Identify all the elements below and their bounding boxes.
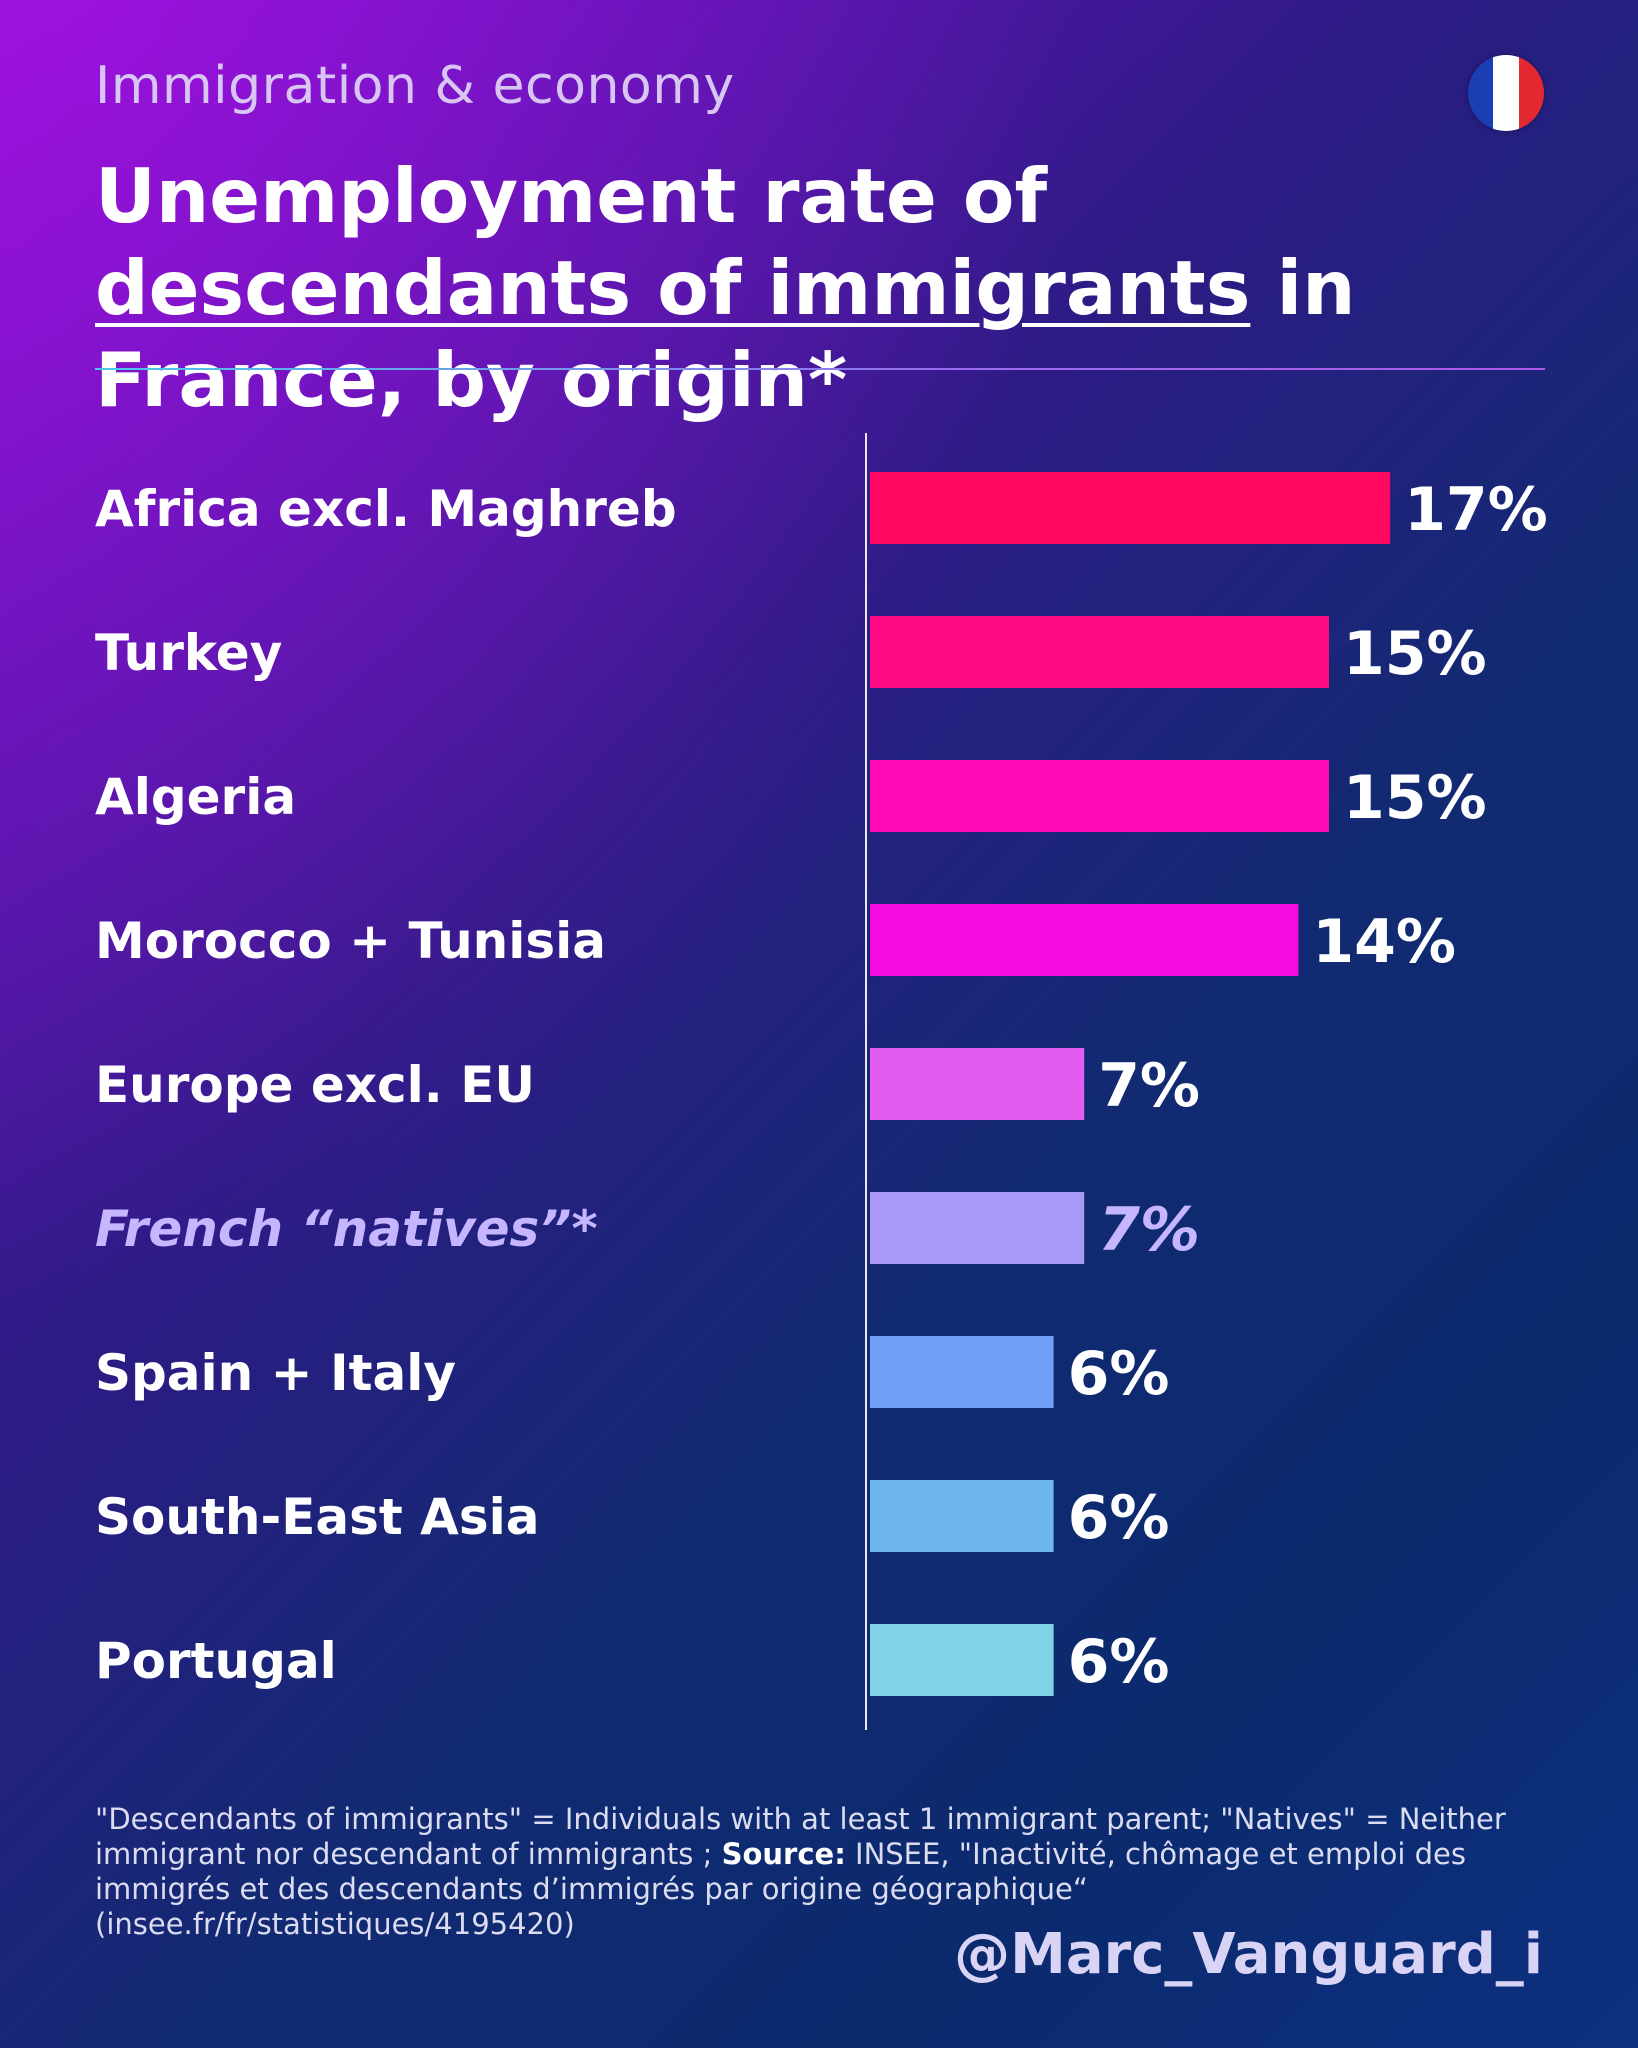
category-label: Algeria: [95, 768, 296, 826]
category-label: Spain + Italy: [95, 1344, 456, 1402]
category-label: South-East Asia: [95, 1488, 540, 1546]
title-part-2: in France, by origin*: [95, 244, 1356, 424]
source-text: INSEE, "Inactivité, chômage et emploi de…: [95, 1837, 1466, 1941]
category-label: Morocco + Tunisia: [95, 912, 606, 970]
value-label: 6%: [1068, 1627, 1170, 1697]
category-label: Portugal: [95, 1632, 337, 1690]
value-label: 6%: [1068, 1339, 1170, 1409]
title-underlined: descendants of immigrants: [95, 244, 1251, 332]
bar: [870, 1480, 1054, 1552]
title-part-1: Unemployment rate of: [95, 152, 1048, 240]
value-label: 15%: [1343, 619, 1487, 689]
category-label: Europe excl. EU: [95, 1056, 535, 1114]
footnote: "Descendants of immigrants" = Individual…: [95, 1802, 1555, 1942]
value-label: 17%: [1404, 475, 1548, 545]
bar-chart: Africa excl. Maghreb 17% Turkey 15% Algeria 1…: [95, 433, 1548, 1730]
bar: [870, 1624, 1054, 1696]
bar: [870, 904, 1299, 976]
value-label: 6%: [1068, 1483, 1170, 1553]
value-label: 7%: [1098, 1195, 1200, 1265]
footnote-definition: "Descendants of immigrants" = Individual…: [95, 1802, 1506, 1871]
category-label: French “natives”*: [95, 1200, 598, 1258]
bar: [870, 472, 1391, 544]
bar: [870, 1192, 1085, 1264]
category-label: Africa excl. Maghreb: [95, 480, 677, 538]
value-label: 15%: [1343, 763, 1487, 833]
topic-label: Immigration & economy: [95, 56, 735, 116]
bar: [870, 1048, 1085, 1120]
chart-title: Unemployment rate of descendants of immi…: [95, 150, 1555, 426]
france-flag-icon: [1468, 55, 1544, 131]
bar: [870, 616, 1329, 688]
bar: [870, 760, 1329, 832]
source-label: Source:: [721, 1837, 846, 1871]
author-handle: @Marc_Vanguard_i: [954, 1922, 1543, 1987]
flag-stripe-white: [1493, 55, 1519, 131]
value-label: 14%: [1312, 907, 1456, 977]
title-divider: [95, 368, 1545, 370]
value-label: 7%: [1098, 1051, 1200, 1121]
bar: [870, 1336, 1054, 1408]
category-label: Turkey: [95, 624, 282, 682]
